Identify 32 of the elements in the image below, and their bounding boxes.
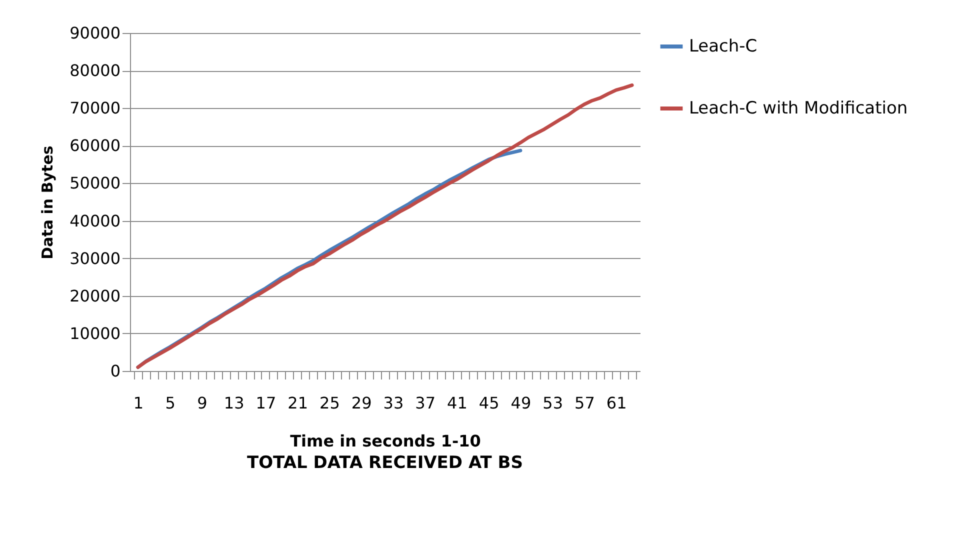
x-tick-label: 25	[320, 394, 340, 412]
legend-label: Leach-C with Modification	[689, 98, 908, 118]
y-tick-label: 80000	[70, 61, 120, 80]
y-tick-label: 60000	[70, 136, 120, 156]
x-tick-label: 5	[165, 394, 176, 412]
x-tick-label: 1	[133, 394, 144, 412]
y-tick-label: 70000	[70, 98, 120, 118]
y-tick-label: 90000	[70, 24, 120, 42]
x-tick-label: 29	[351, 394, 372, 412]
y-tick-label: 0	[110, 362, 120, 380]
x-tick-label: 49	[510, 394, 532, 412]
x-tick-label: 57	[574, 394, 595, 412]
y-tick-label: 50000	[70, 174, 120, 193]
y-tick-label: 40000	[70, 211, 120, 230]
x-tick-label: 37	[415, 394, 436, 412]
x-tick-label: 13	[224, 394, 244, 412]
x-tick-label: 21	[288, 394, 308, 412]
y-tick-label: 30000	[70, 248, 120, 268]
y-axis-title: Data in Bytes	[38, 146, 57, 260]
x-tick-label: 17	[256, 394, 276, 412]
x-tick-label: 33	[383, 394, 404, 412]
text: TOTAL DATA RECEIVED AT BS	[246, 453, 524, 473]
y-tick-label: 10000	[70, 324, 120, 343]
x-tick-label: 9	[197, 394, 208, 412]
x-axis-title: Time in seconds 1-10	[290, 432, 481, 450]
x-tick-label: 61	[606, 394, 627, 412]
x-tick-label: 45	[478, 394, 500, 412]
line-series	[136, 83, 634, 369]
legend-label: Leach-C	[689, 36, 758, 56]
x-tick-label: 41	[447, 394, 468, 412]
y-tick-label: 20000	[70, 286, 120, 306]
x-tick-label: 53	[542, 394, 564, 412]
